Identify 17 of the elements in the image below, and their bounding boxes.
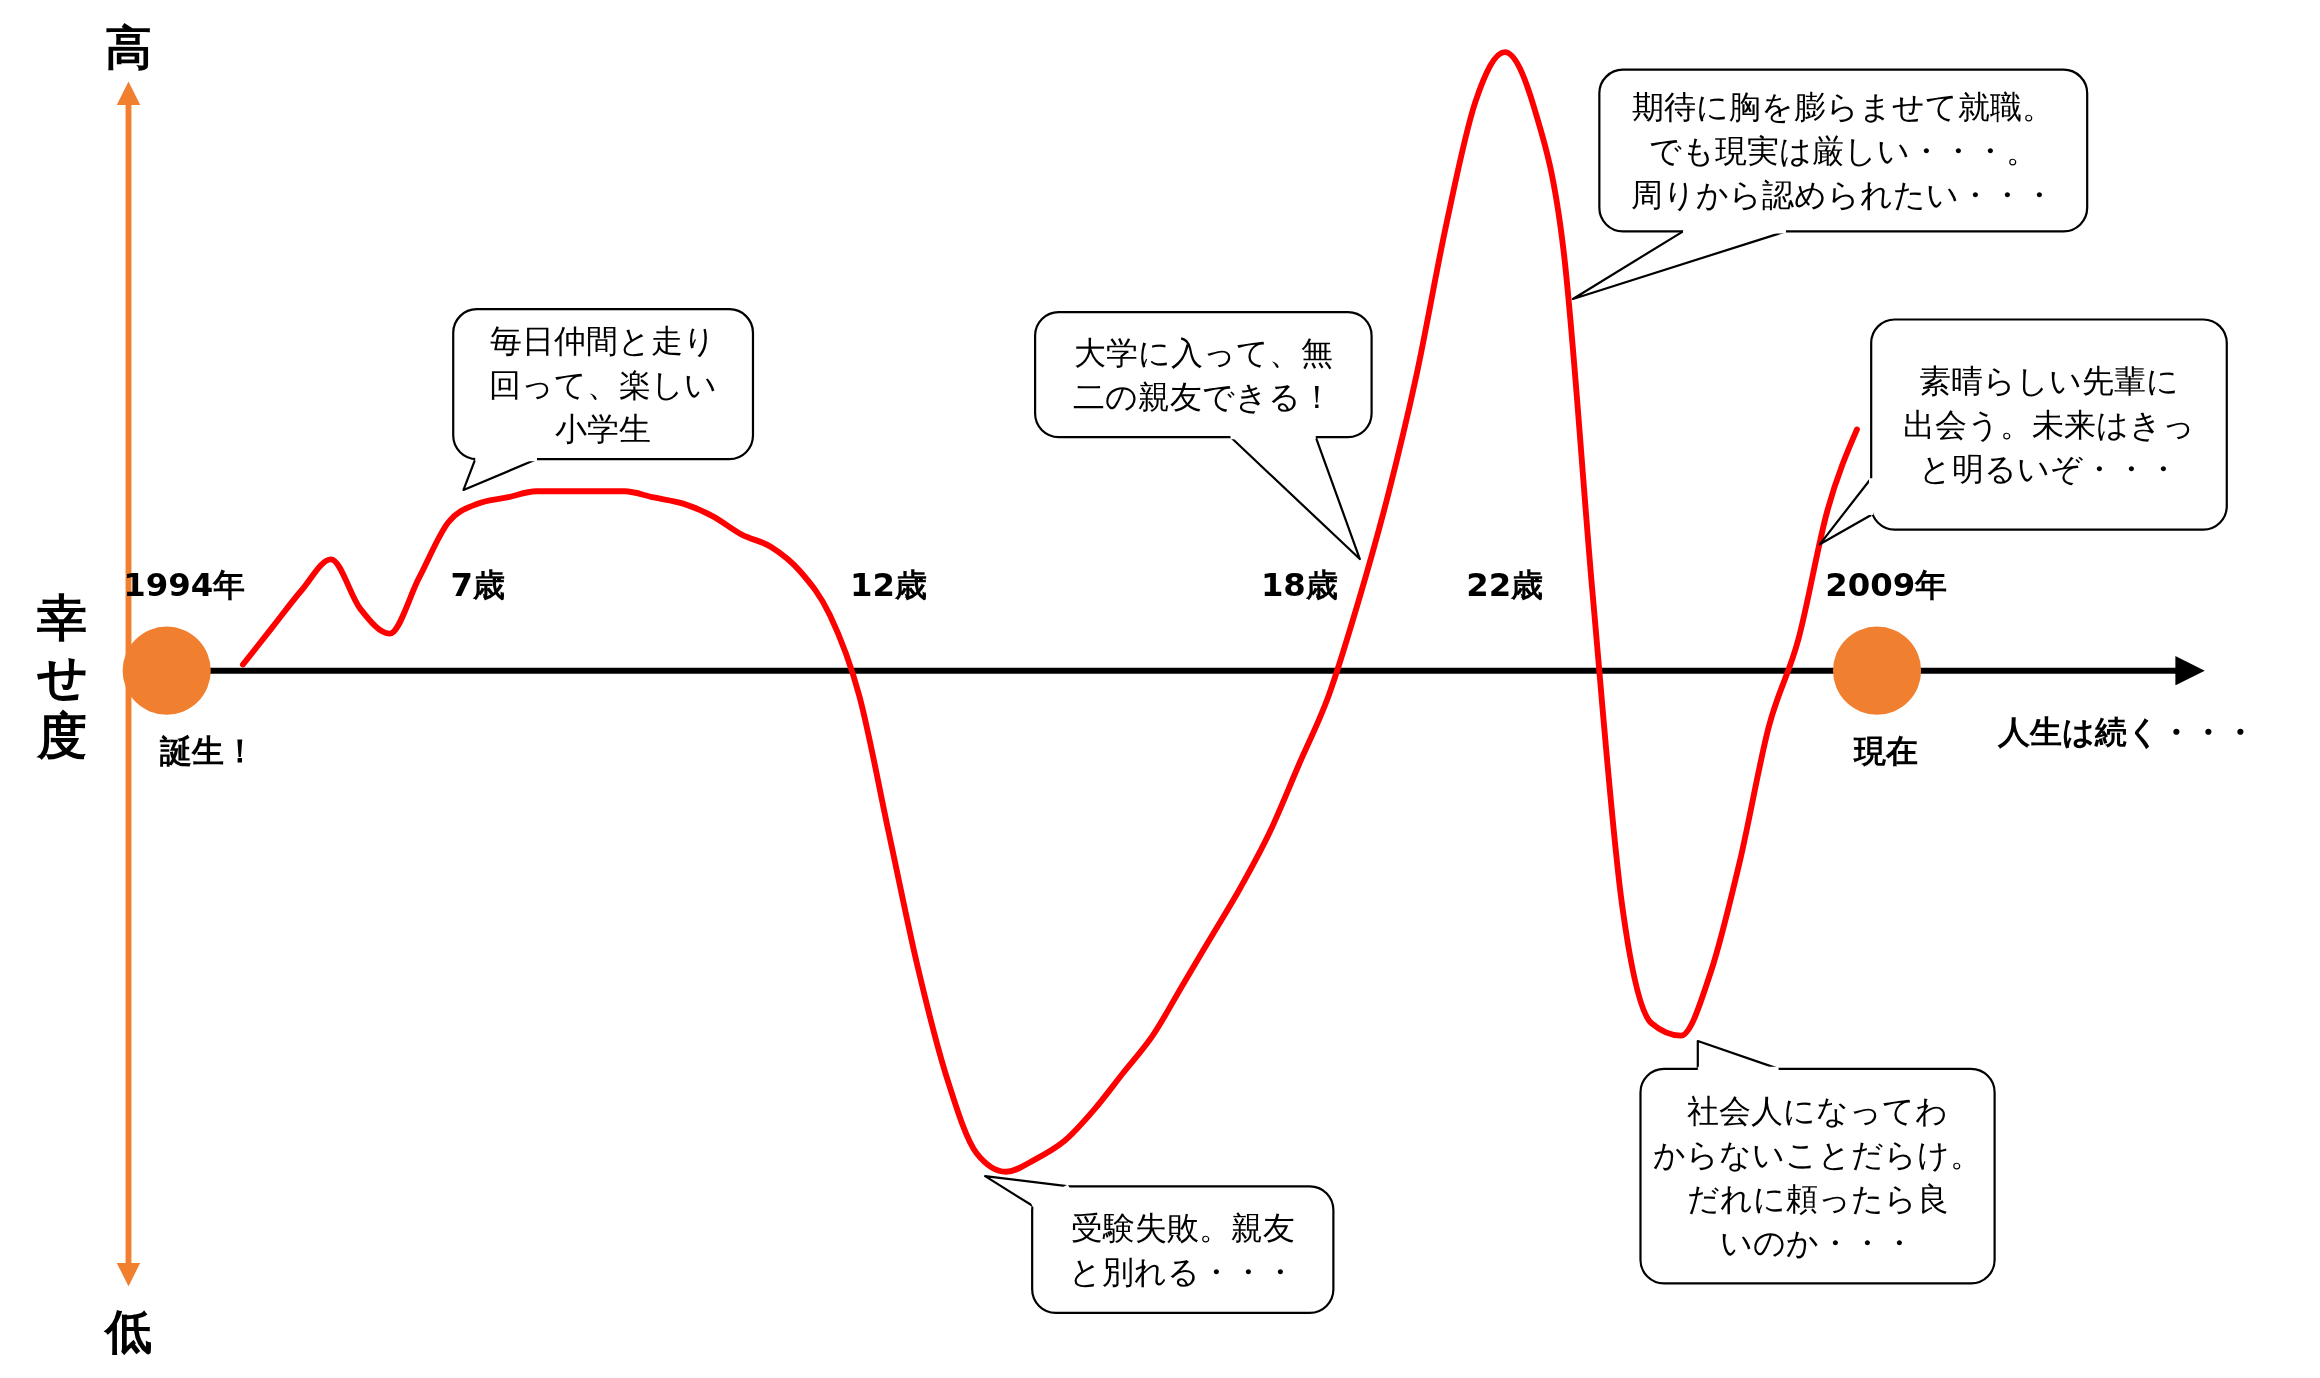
annotation: 期待に胸を膨らませて就職。でも現実は厳しい・・・。周りから認められたい・・・: [1631, 88, 2056, 215]
annotation: 社会人になってわからないことだらけ。だれに頼ったら良いのか・・・: [1653, 1091, 1983, 1263]
annotation: 毎日仲間と走り回って、楽しい小学生: [489, 321, 718, 448]
x-tick-label: 18歳: [1260, 565, 1338, 604]
text: 低: [102, 1304, 152, 1360]
annotation: 現在: [1852, 731, 1918, 770]
x-tick-label: 7歳: [450, 565, 505, 604]
x-tick-label: 22歳: [1466, 565, 1544, 604]
annotation: 高: [104, 19, 152, 75]
x-tick-label: 2009年: [1825, 565, 1948, 604]
annotation: 大学に入って、無二の親友できる！: [1073, 334, 1334, 417]
annotation: 誕生！: [158, 731, 256, 770]
text: 受験失敗。親友と別れる・・・: [1069, 1209, 1297, 1292]
annotation: 人生は続く・・・: [1996, 712, 2256, 751]
y-axis-title: 幸せ度: [36, 589, 88, 765]
x-tick-label: 12歳: [850, 565, 928, 604]
annotation: 素晴らしい先輩に出会う。未来はきっと明るいぞ・・・: [1902, 362, 2195, 489]
